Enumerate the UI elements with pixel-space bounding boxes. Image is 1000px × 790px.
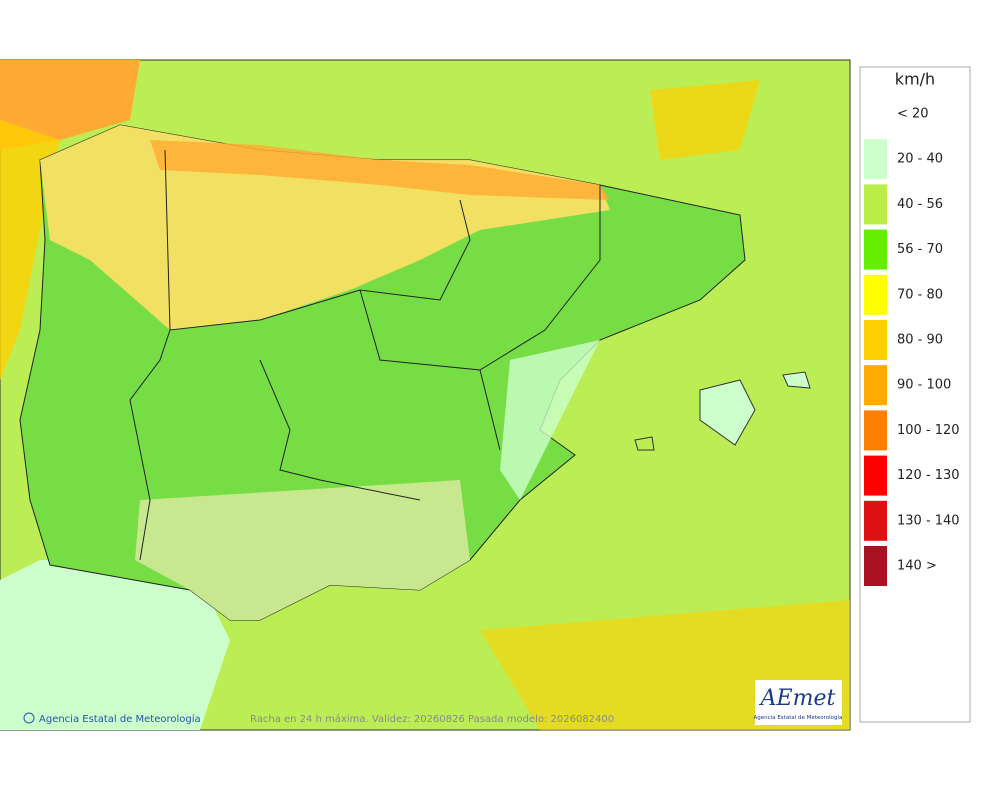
wind-zone [0,60,140,150]
legend-label: 20 - 40 [897,152,943,167]
legend-swatch [864,455,887,496]
legend-swatch [864,274,887,315]
legend-swatch [864,365,887,406]
legend-swatch [864,184,887,225]
logo-subtitle: Agencia Estatal de Meteorología [754,714,843,721]
island [782,371,811,389]
wind-zone [500,340,600,500]
legend-swatch [864,139,887,180]
logo: AEmet [759,686,836,711]
wind-zone [0,560,230,730]
legend: km/h < 20 20 - 40 40 - 56 56 - 70 70 - 80 80 … [859,66,971,723]
legend-swatch [864,94,887,134]
legend-label: 56 - 70 [897,242,943,257]
legend-label: 120 - 130 [897,468,960,483]
legend-label: 140 > [897,559,937,574]
legend-label: 90 - 100 [897,378,951,393]
legend-swatch [864,546,887,586]
island [699,379,756,446]
credit: Agencia Estatal de Meteorología [39,713,201,725]
map: Agencia Estatal de Meteorología Racha en… [0,59,851,731]
wind-zone [650,80,760,160]
wind-zone [135,480,470,620]
legend-swatch [864,320,887,360]
island [634,436,655,451]
caption: Racha en 24 h máxima. Validez: 20260826 … [250,713,614,725]
legend-swatch [864,500,887,541]
copyright-icon [23,712,35,724]
legend-swatch [864,229,887,270]
legend-label: 100 - 120 [897,423,960,438]
legend-label: 130 - 140 [897,513,960,528]
legend-label: < 20 [897,107,929,122]
wind-zone [150,140,610,200]
legend-label: 70 - 80 [897,287,943,302]
legend-label: 80 - 90 [897,333,943,348]
legend-swatch [864,410,887,451]
legend-label: 40 - 56 [897,197,943,212]
legend-title: km/h [895,70,935,89]
logo-box [755,680,842,725]
region-border [129,149,601,561]
